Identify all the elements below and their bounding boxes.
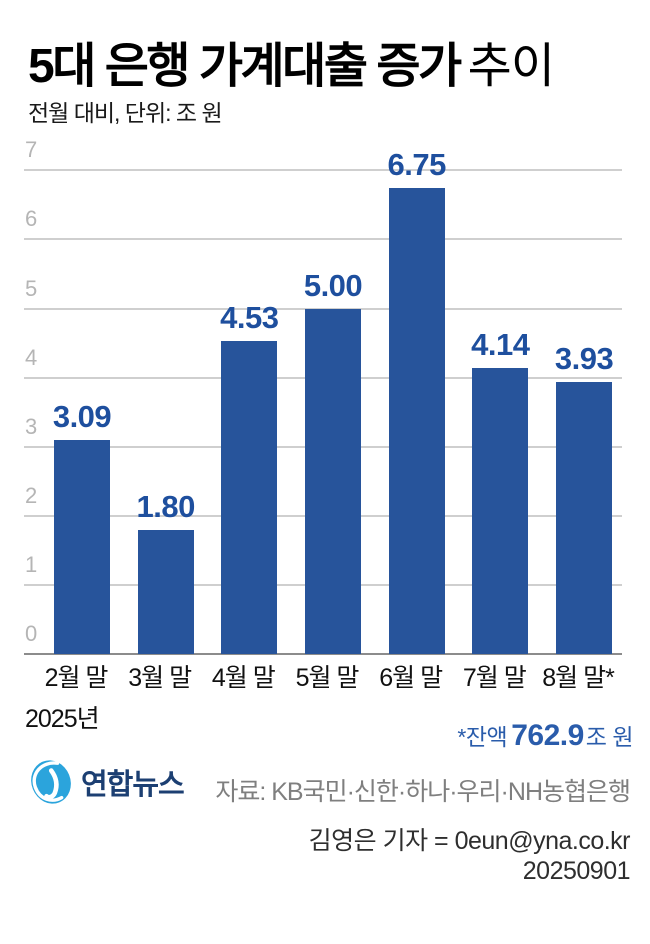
balance-footnote-prefix: *잔액 xyxy=(457,724,508,750)
bar-3월 말 xyxy=(137,529,194,654)
y-tick-label-0: 0 xyxy=(25,621,38,646)
balance-footnote: *잔액 762.9 조 원 xyxy=(457,718,633,753)
publication-date: 20250901 xyxy=(522,857,631,885)
reporter-byline: 김영은 기자 = 0eun@yna.co.kr xyxy=(308,827,631,855)
bar-value-label: 4.14 xyxy=(471,326,530,362)
chart-subtitle-unit: 전월 대비, 단위: 조 원 xyxy=(28,100,223,126)
yonhap-logo: 연합뉴스 xyxy=(28,758,185,806)
gridline-y6 xyxy=(24,238,622,241)
balance-footnote-suffix: 조 원 xyxy=(585,724,634,750)
page-title-light: 추이 xyxy=(467,40,555,93)
bar-value-label: 3.93 xyxy=(554,341,614,377)
bar-value-label: 6.75 xyxy=(387,146,447,182)
bar-7월 말 xyxy=(472,367,529,654)
gridline-y7 xyxy=(24,169,622,172)
x-axis-year-label: 2025년 xyxy=(25,705,100,733)
x-tick-label: 4월 말 xyxy=(211,664,276,692)
bar-value-label: 1.80 xyxy=(136,488,195,524)
page-title: 5대 은행 가계대출 증가 추이 xyxy=(28,26,555,96)
x-axis-line xyxy=(24,653,622,655)
y-tick-label-6: 6 xyxy=(25,206,38,232)
x-tick-label: 3월 말 xyxy=(128,664,192,692)
x-tick-label: 8월 말* xyxy=(542,664,615,692)
bar-5월 말 xyxy=(305,308,361,654)
bar-6월 말 xyxy=(388,187,445,654)
bar-value-label: 3.09 xyxy=(52,399,112,435)
bar-value-label: 5.00 xyxy=(303,267,363,303)
credit-block: 김영은 기자 = 0eun@yna.co.kr 20250901 xyxy=(308,826,631,886)
x-tick-label: 5월 말 xyxy=(295,664,360,692)
y-tick-label-2: 2 xyxy=(25,482,38,508)
y-tick-label-5: 5 xyxy=(25,275,38,301)
y-tick-label-3: 3 xyxy=(25,413,38,439)
x-tick-label: 2월 말 xyxy=(44,664,109,692)
y-tick-label-4: 4 xyxy=(25,344,38,370)
bar-8월 말* xyxy=(556,382,613,654)
y-tick-label-7: 7 xyxy=(25,137,38,163)
bar-2월 말 xyxy=(54,440,110,654)
yonhap-globe-icon xyxy=(31,760,71,804)
bar-value-label: 4.53 xyxy=(220,299,279,335)
x-tick-label: 7월 말 xyxy=(462,664,527,692)
balance-footnote-value: 762.9 xyxy=(511,719,584,752)
bar-4월 말 xyxy=(221,340,278,654)
yonhap-logo-text: 연합뉴스 xyxy=(81,769,185,801)
x-tick-label: 6월 말 xyxy=(379,664,443,692)
y-tick-label-1: 1 xyxy=(25,551,38,577)
page-title-bold: 5대 은행 가계대출 증가 xyxy=(28,40,462,93)
data-source-line: 자료: KB국민·신한·하나·우리·NH농협은행 xyxy=(215,778,631,806)
